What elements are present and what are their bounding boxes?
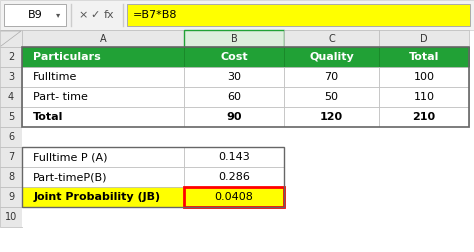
Bar	[22, 47, 184, 67]
Text: 0.143: 0.143	[218, 152, 250, 162]
Text: 210: 210	[412, 112, 436, 122]
Bar	[379, 167, 469, 187]
Text: 9: 9	[8, 192, 14, 202]
Bar	[284, 87, 379, 107]
Bar	[22, 67, 184, 87]
Bar	[379, 107, 469, 127]
Bar	[0, 167, 22, 187]
Text: C: C	[328, 34, 335, 44]
Bar	[0, 47, 22, 67]
Bar	[184, 30, 284, 47]
Bar	[379, 67, 469, 87]
Bar	[284, 30, 379, 47]
Bar	[22, 207, 184, 227]
Bar	[379, 207, 469, 227]
Bar	[379, 127, 469, 147]
Bar	[184, 107, 284, 127]
Bar	[284, 107, 379, 127]
Text: 110: 110	[413, 92, 435, 102]
Bar	[284, 67, 379, 87]
Bar	[284, 147, 379, 167]
Text: D: D	[420, 34, 428, 44]
Bar	[0, 187, 22, 207]
Bar	[22, 167, 184, 187]
Bar	[0, 127, 22, 147]
Bar	[4, 4, 66, 26]
Bar	[0, 147, 22, 167]
Text: 5: 5	[8, 112, 14, 122]
Text: 6: 6	[8, 132, 14, 142]
Text: 120: 120	[320, 112, 343, 122]
Bar	[0, 0, 474, 30]
Text: 7: 7	[8, 152, 14, 162]
Bar	[0, 67, 22, 87]
Bar	[0, 107, 22, 127]
Bar	[184, 47, 284, 67]
Bar	[22, 107, 184, 127]
Bar	[0, 30, 22, 47]
Text: Particulars: Particulars	[33, 52, 101, 62]
Bar	[379, 187, 469, 207]
Text: 60: 60	[227, 92, 241, 102]
Bar	[184, 87, 284, 107]
Bar	[22, 47, 469, 127]
Bar	[284, 47, 379, 67]
Bar	[0, 207, 22, 227]
Bar	[184, 187, 284, 207]
Bar	[379, 147, 469, 167]
Bar	[184, 167, 284, 187]
Text: ✓: ✓	[91, 10, 100, 20]
Text: Total: Total	[33, 112, 64, 122]
Bar	[22, 87, 184, 107]
Text: 10: 10	[5, 212, 17, 222]
Bar	[22, 127, 184, 147]
Text: Joint Probability (JB): Joint Probability (JB)	[33, 192, 161, 202]
Text: B9: B9	[27, 10, 42, 20]
Bar	[184, 187, 284, 207]
Text: 90: 90	[226, 112, 242, 122]
Text: fx: fx	[104, 10, 114, 20]
Text: 100: 100	[413, 72, 435, 82]
Text: 30: 30	[227, 72, 241, 82]
Text: 2: 2	[8, 52, 14, 62]
Bar	[379, 87, 469, 107]
Text: 0.286: 0.286	[218, 172, 250, 182]
Bar	[284, 167, 379, 187]
Text: 0.0408: 0.0408	[215, 192, 254, 202]
Text: ×: ×	[78, 10, 88, 20]
Bar	[22, 30, 184, 47]
Text: Quality: Quality	[309, 52, 354, 62]
Bar	[284, 207, 379, 227]
Text: Part-timeP(B): Part-timeP(B)	[33, 172, 108, 182]
Bar	[284, 187, 379, 207]
Text: Fulltime P (A): Fulltime P (A)	[33, 152, 108, 162]
Text: 70: 70	[324, 72, 338, 82]
Bar	[284, 127, 379, 147]
Text: 50: 50	[325, 92, 338, 102]
Bar	[0, 87, 22, 107]
Bar	[184, 207, 284, 227]
Bar	[184, 147, 284, 167]
Bar	[127, 4, 470, 26]
Text: ▾: ▾	[56, 11, 60, 19]
Bar	[22, 187, 184, 207]
Bar	[379, 47, 469, 67]
Text: B: B	[231, 34, 237, 44]
Text: =B7*B8: =B7*B8	[133, 10, 177, 20]
Bar	[22, 147, 184, 167]
Text: Fulltime: Fulltime	[33, 72, 78, 82]
Bar	[22, 147, 284, 207]
Text: Cost: Cost	[220, 52, 248, 62]
Text: 8: 8	[8, 172, 14, 182]
Text: 3: 3	[8, 72, 14, 82]
Bar	[184, 127, 284, 147]
Text: Part- time: Part- time	[33, 92, 88, 102]
Bar	[379, 30, 469, 47]
Text: 4: 4	[8, 92, 14, 102]
Text: A: A	[100, 34, 106, 44]
Bar	[184, 67, 284, 87]
Text: Total: Total	[409, 52, 439, 62]
